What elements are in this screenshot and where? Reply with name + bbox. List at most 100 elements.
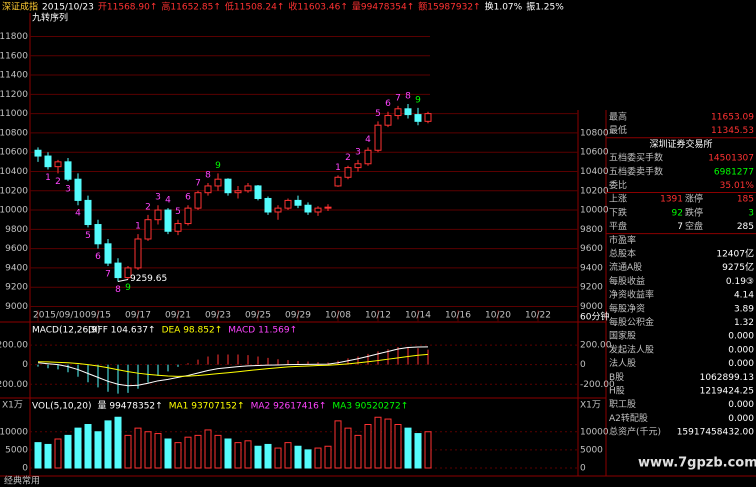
panel-label: 委比 bbox=[609, 179, 627, 191]
x-tick-label: 09/21 bbox=[165, 311, 191, 321]
y-tick-label: 0 bbox=[22, 464, 28, 474]
y-tick-label: 10000 bbox=[0, 206, 28, 216]
panel-label: 每股净资 bbox=[609, 302, 645, 314]
y-tick-label: 11000 bbox=[0, 109, 28, 119]
panel-label: 净资收益率 bbox=[609, 289, 654, 301]
y-tick-label: 9000 bbox=[5, 302, 28, 312]
legend-item: MACD 11.569↑ bbox=[228, 326, 297, 336]
volume-bar bbox=[64, 434, 72, 469]
candle-body bbox=[214, 178, 222, 187]
volume-bar bbox=[114, 416, 122, 469]
panel-value: 15917458432.00 bbox=[677, 428, 755, 438]
y-tick-label: 10000 bbox=[580, 206, 609, 216]
candle-body bbox=[164, 209, 172, 232]
x-tick-label: 10/14 bbox=[405, 311, 431, 321]
x-tick-label: 2015/09/10 bbox=[33, 311, 85, 321]
volume-bar bbox=[414, 433, 422, 469]
panel-value: 0.000 bbox=[728, 332, 754, 342]
volume-bar bbox=[404, 427, 412, 469]
header-item: 高11652.85↑ bbox=[161, 1, 221, 13]
blank-area bbox=[430, 13, 756, 110]
volume-bar bbox=[174, 442, 182, 469]
candle-body bbox=[374, 124, 382, 151]
td-count: 6 bbox=[185, 193, 191, 203]
header-item: 收11603.46↑ bbox=[288, 1, 348, 13]
panel-label: 最低 bbox=[609, 124, 627, 136]
x-tick-label: 10/08 bbox=[325, 311, 351, 321]
candle-body bbox=[364, 149, 372, 165]
header-item: 额15987932↑ bbox=[418, 1, 480, 13]
y-tick-label: 10600 bbox=[580, 148, 609, 158]
candle-body bbox=[344, 167, 352, 178]
candle-body bbox=[174, 223, 182, 232]
period-label: 60分钟 bbox=[580, 311, 609, 323]
panel-label: B股 bbox=[609, 372, 624, 383]
x-tick-label: 09/15 bbox=[85, 311, 111, 321]
y-tick-label: 200.00 bbox=[0, 341, 28, 351]
td-count: 4 bbox=[165, 196, 171, 206]
panel-value: 0.000 bbox=[728, 400, 754, 410]
y-tick-label: 10200 bbox=[580, 186, 609, 196]
panel-value: 35.01% bbox=[720, 181, 755, 191]
candle-body bbox=[34, 149, 42, 157]
footer-tab[interactable]: 经典常用 bbox=[4, 475, 40, 487]
candle-body bbox=[194, 192, 202, 209]
low-label: 9259.65 bbox=[130, 274, 167, 284]
volume-bar bbox=[354, 434, 362, 469]
panel-label: 市盈率 bbox=[609, 234, 636, 246]
header-item: 深证成指 bbox=[2, 1, 38, 13]
panel-label: 总股本 bbox=[609, 248, 636, 260]
y-tick-label: 0 bbox=[580, 464, 586, 474]
panel-value: 7 bbox=[677, 222, 683, 232]
y-tick-label: 11600 bbox=[0, 51, 28, 61]
panel-label: 平盘 bbox=[609, 220, 627, 232]
panel-value: 4.14 bbox=[734, 291, 754, 301]
volume-bar bbox=[204, 429, 212, 469]
y-tick-label: 9800 bbox=[5, 225, 28, 235]
y-tick-label: 10600 bbox=[0, 148, 28, 158]
y-tick-label: 10200 bbox=[0, 186, 28, 196]
legend-item: 量 99478352↑ bbox=[97, 401, 162, 412]
panel-value: 3.89 bbox=[734, 304, 754, 314]
candle-body bbox=[314, 207, 322, 213]
y-tick-label: 9600 bbox=[580, 244, 603, 254]
y-tick-label: 9200 bbox=[580, 283, 603, 293]
td-count: 3 bbox=[355, 147, 361, 157]
volume-bar bbox=[384, 418, 392, 469]
td-count: 1 bbox=[45, 173, 51, 183]
panel-value: 0.000 bbox=[728, 414, 754, 424]
candle-body bbox=[134, 238, 142, 269]
volume-bar bbox=[394, 424, 402, 469]
candle-body bbox=[124, 267, 132, 279]
candle-body bbox=[384, 115, 392, 126]
volume-bar bbox=[154, 433, 162, 469]
candle-body bbox=[104, 243, 112, 264]
legend-item: DEA 98.852↑ bbox=[162, 326, 223, 336]
y-tick-label: 5000 bbox=[580, 445, 603, 455]
panel-value: 11653.09 bbox=[711, 113, 754, 123]
candle-body bbox=[64, 161, 72, 180]
unit-label: X1万 bbox=[580, 401, 601, 411]
panel-value: 0.000 bbox=[728, 359, 754, 369]
td-count: 1 bbox=[335, 163, 341, 173]
y-tick-label: 10400 bbox=[0, 167, 28, 177]
panel-label: 上涨 bbox=[609, 194, 627, 205]
volume-bar bbox=[314, 447, 322, 469]
legend-item: MA1 93707152↑ bbox=[169, 402, 245, 412]
y-tick-label: 10000 bbox=[580, 427, 609, 437]
y-tick-label: 9200 bbox=[5, 283, 28, 293]
indicator-title: MACD(12,26,9) bbox=[32, 326, 100, 336]
candle-body bbox=[114, 262, 122, 279]
volume-bar bbox=[424, 431, 432, 469]
td-count: 7 bbox=[105, 269, 111, 279]
volume-bar bbox=[184, 436, 192, 469]
volume-bar bbox=[44, 443, 52, 469]
panel-label: 流通A股 bbox=[609, 261, 642, 273]
candle-body bbox=[354, 163, 362, 169]
panel-value: 3 bbox=[748, 208, 754, 218]
candle-body bbox=[294, 199, 302, 206]
volume-bar bbox=[84, 424, 92, 469]
panel-value: 0.19③ bbox=[726, 277, 754, 287]
candle-body bbox=[304, 204, 312, 213]
